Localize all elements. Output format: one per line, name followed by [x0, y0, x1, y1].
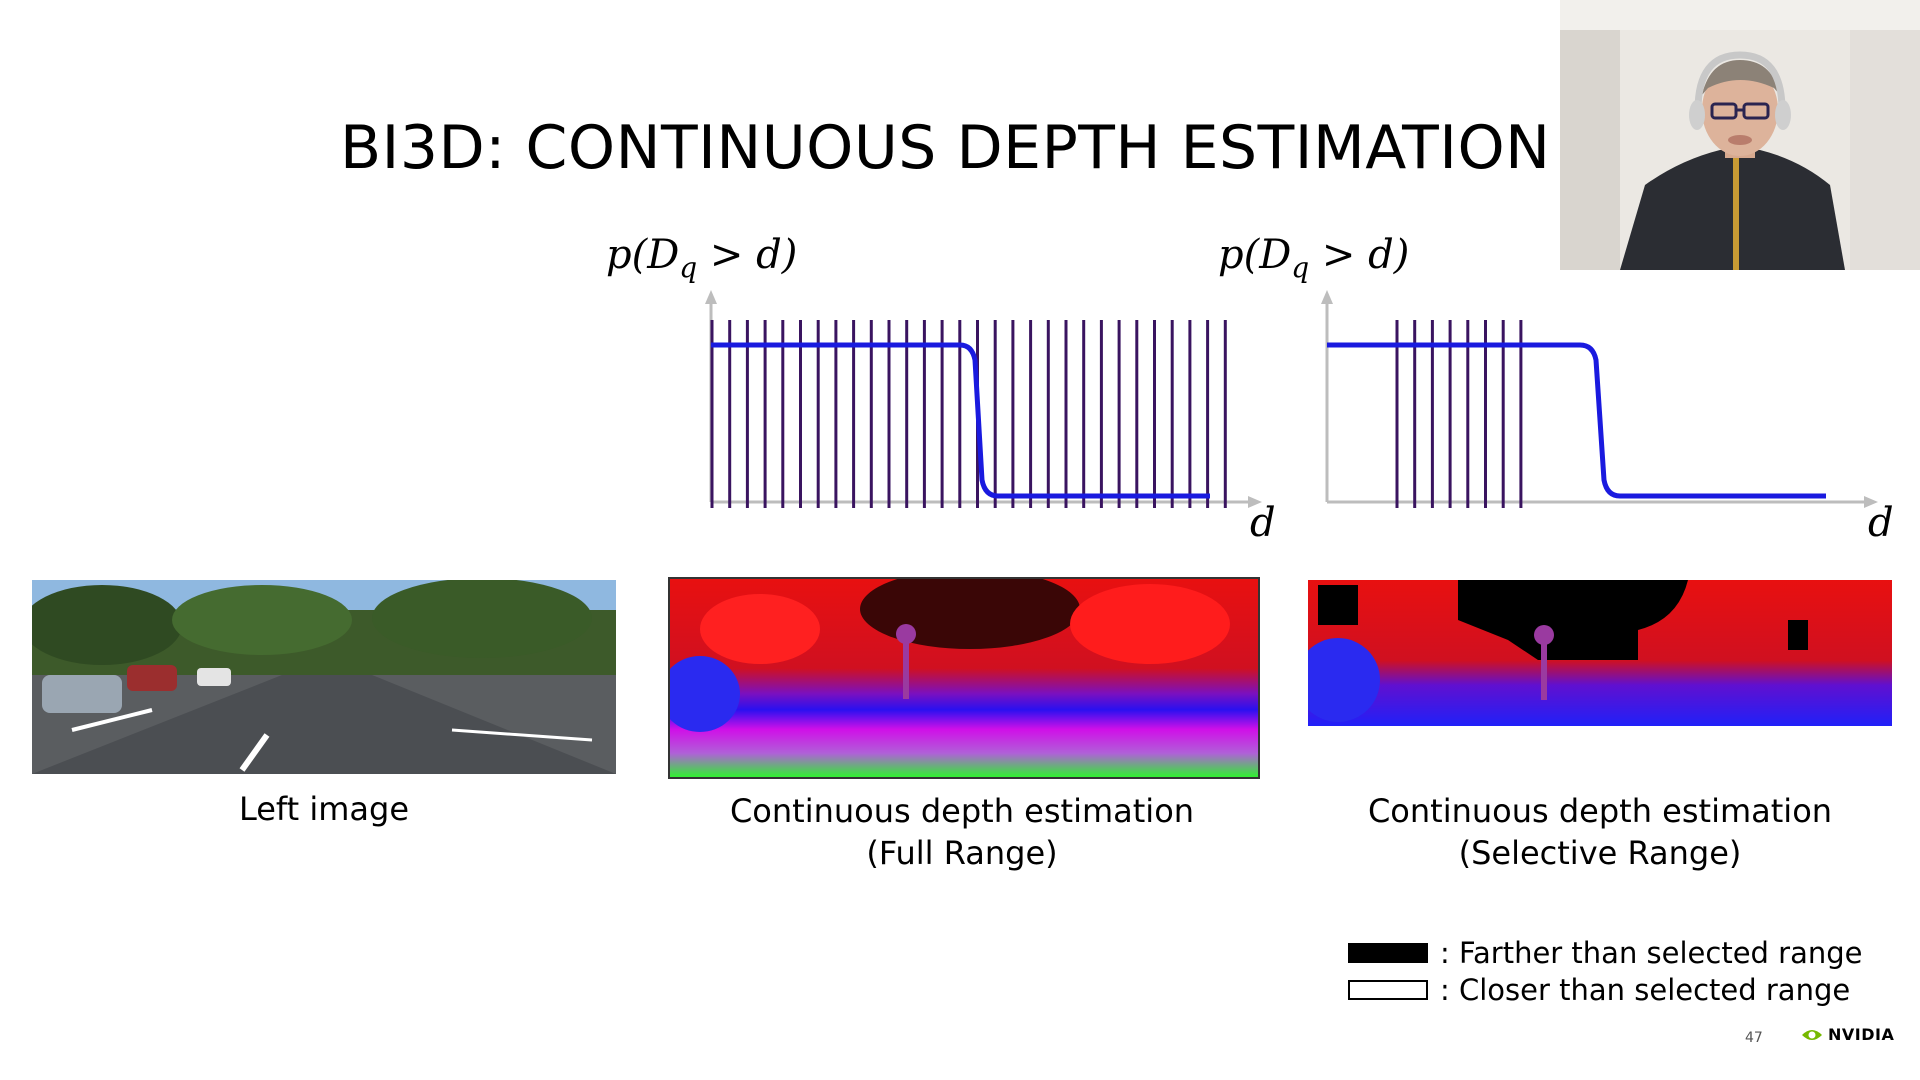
right-plot-x-arrow [1864, 496, 1878, 508]
left-plot [700, 290, 1270, 520]
left-plot-y-arrow [705, 290, 717, 304]
left-plot-probability-curve [711, 342, 1210, 499]
caption-full-range: Continuous depth estimation (Full Range) [668, 790, 1256, 874]
right-plot-sample-lines [1395, 320, 1523, 508]
left-image [32, 580, 616, 774]
slide-title: BI3D: CONTINUOUS DEPTH ESTIMATION [340, 113, 1551, 183]
page-number: 47 [1745, 1030, 1763, 1046]
caption-selective-line1: Continuous depth estimation [1367, 792, 1833, 830]
webcam-video [1560, 0, 1920, 270]
caption-full-range-line1: Continuous depth estimation [729, 792, 1195, 830]
full-range-depth-map [668, 577, 1260, 779]
legend-closer-label: : Closer than selected range [1440, 973, 1851, 1007]
left-plot-x-label: d [1250, 500, 1276, 546]
legend-closer-swatch [1348, 980, 1428, 1000]
left-plot-sample-lines [710, 320, 1227, 508]
legend-closer: : Closer than selected range [1348, 973, 1850, 1007]
right-plot-x-label: d [1868, 500, 1894, 546]
caption-full-range-line2: (Full Range) [866, 834, 1058, 872]
legend-farther-label: : Farther than selected range [1440, 936, 1863, 970]
nvidia-logo: NVIDIA [1800, 1025, 1894, 1044]
legend-farther-swatch [1348, 943, 1428, 963]
left-plot-y-label: p(Dq > d) [606, 232, 798, 284]
selective-range-depth-map [1308, 580, 1892, 726]
right-plot-y-arrow [1321, 290, 1333, 304]
caption-left-image: Left image [238, 790, 410, 828]
nvidia-logo-text: NVIDIA [1828, 1025, 1895, 1044]
left-plot-x-arrow [1248, 496, 1262, 508]
right-plot-y-label: p(Dq > d) [1218, 232, 1410, 284]
caption-selective-line2: (Selective Range) [1458, 834, 1742, 872]
right-plot-probability-curve [1327, 342, 1826, 499]
nvidia-eye-icon [1802, 1029, 1822, 1040]
legend-farther: : Farther than selected range [1348, 936, 1863, 970]
right-plot [1316, 290, 1886, 520]
caption-selective-range: Continuous depth estimation (Selective R… [1308, 790, 1892, 874]
